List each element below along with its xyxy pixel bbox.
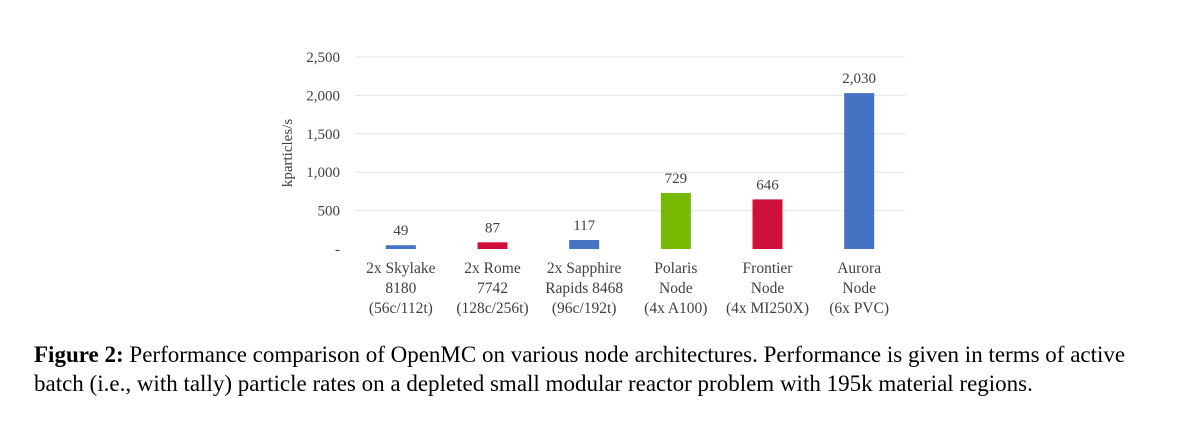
bar-chart: - 500 1,000 1,500 2,000 2,500 kparticles/s 49… (280, 50, 905, 317)
y-tick-label: 1,500 (306, 127, 340, 143)
bar (385, 245, 416, 249)
y-tick-label: 2,000 (306, 88, 340, 104)
x-category-label-line: 7742 (477, 280, 508, 297)
x-category-label-line: 2x Sapphire (547, 260, 622, 277)
bar (569, 240, 600, 249)
x-category-label: 2x Rome 7742 (128c/256t) (456, 260, 528, 317)
x-category-label-line: Node (751, 280, 785, 297)
x-category-label-line: (4x MI250X) (726, 300, 809, 317)
x-category-label: 2x Skylake 8180 (56c/112t) (366, 260, 435, 317)
y-axis-tick-labels: - 500 1,000 1,500 2,000 2,500 (306, 50, 340, 258)
x-category-label-line: (4x A100) (644, 300, 707, 317)
x-category-label-line: 2x Skylake (366, 260, 435, 277)
y-tick-label: 1,000 (306, 165, 340, 181)
y-axis-label: kparticles/s (280, 119, 296, 187)
x-axis-category-labels: 2x Skylake 8180 (56c/112t) 2x Rome 7742 (128c… (366, 260, 889, 317)
x-category-label-line: 2x Rome (464, 260, 521, 277)
value-label: 729 (665, 171, 688, 187)
x-category-label: Frontier Node (4x MI250X) (726, 260, 809, 317)
y-tick-label: 500 (318, 204, 341, 220)
x-category-label-line: Frontier (743, 260, 794, 277)
x-category-label-line: (56c/112t) (369, 300, 433, 317)
bar (660, 193, 691, 249)
value-label: 2,030 (842, 71, 876, 87)
x-category-label: Polaris Node (4x A100) (644, 260, 707, 317)
x-category-label-line: Rapids 8468 (545, 280, 623, 297)
x-category-label-line: (96c/192t) (552, 300, 617, 317)
x-category-label-line: Node (842, 280, 876, 297)
gridlines (355, 56, 905, 212)
caption-text: Performance comparison of OpenMC on vari… (34, 342, 1126, 396)
bar (477, 242, 508, 249)
bars (385, 93, 875, 249)
x-category-label: Aurora Node (6x PVC) (829, 260, 889, 317)
bar (752, 199, 783, 249)
y-tick-label: - (335, 242, 340, 258)
y-tick-label: 2,500 (306, 50, 340, 66)
value-label: 87 (485, 220, 501, 236)
x-category-label: 2x Sapphire Rapids 8468 (96c/192t) (545, 260, 623, 317)
x-category-label-line: (128c/256t) (456, 300, 528, 317)
value-labels: 49 87 117 729 646 2,030 (393, 71, 876, 239)
x-category-label-line: 8180 (385, 280, 416, 297)
caption-label: Figure 2: (34, 342, 124, 367)
value-label: 49 (393, 223, 408, 239)
x-category-label-line: Polaris (654, 260, 697, 277)
figure-caption: Figure 2: Performance comparison of Open… (34, 340, 1174, 398)
x-category-label-line: Aurora (837, 260, 881, 277)
bar (844, 93, 875, 249)
value-label: 646 (756, 177, 779, 193)
x-category-label-line: Node (659, 280, 693, 297)
x-category-label-line: (6x PVC) (829, 300, 889, 317)
value-label: 117 (573, 218, 595, 234)
